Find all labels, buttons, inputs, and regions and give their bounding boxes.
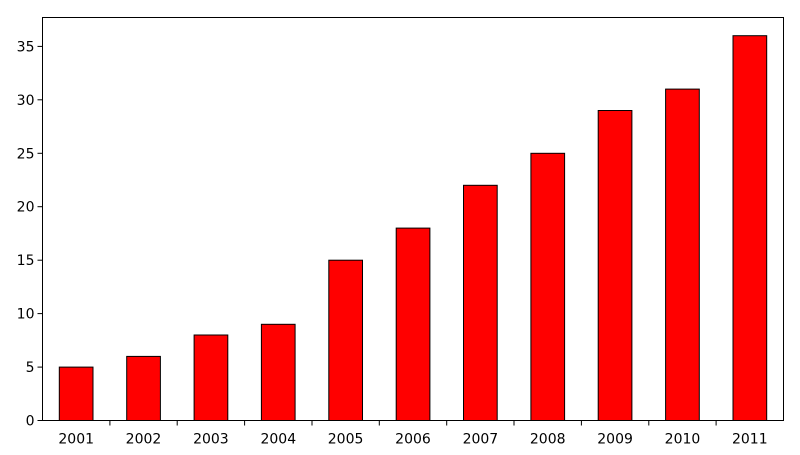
bar-2004: [260, 323, 296, 421]
y-tick-label: 5: [26, 360, 35, 376]
x-axis: 2001 2002 2003 2004 2005 2006 2007 2008 2009 2010…: [58, 420, 768, 448]
axes-group: [42, 17, 784, 421]
y-tick-label: 0: [26, 414, 35, 430]
x-tick-label: 2006: [395, 432, 431, 448]
bar-2001: [58, 366, 94, 422]
y-tick-label: 15: [17, 253, 35, 269]
x-tick-label: 2005: [328, 432, 364, 448]
x-tick-label: 2008: [530, 432, 566, 448]
x-tick-label: 2011: [732, 432, 768, 448]
y-tick-label: 10: [17, 307, 35, 323]
y-axis: 0 5 10 15 20 25 30 35: [17, 39, 43, 430]
bars-group: [58, 35, 768, 422]
bar-2006: [395, 227, 431, 421]
x-tick-label: 2007: [463, 432, 499, 448]
x-tick-label: 2001: [58, 432, 94, 448]
bar-2010: [665, 88, 700, 421]
plot-frame: [42, 17, 784, 421]
bar-2008: [530, 152, 566, 422]
bar-2005: [328, 259, 363, 422]
bar-2002: [126, 355, 161, 421]
y-tick-label: 35: [17, 39, 35, 55]
bar-2003: [193, 334, 229, 421]
x-tick-label: 2009: [597, 432, 633, 448]
bar-2007: [463, 184, 498, 421]
x-tick-label: 2004: [260, 432, 296, 448]
y-tick-label: 20: [17, 200, 35, 216]
x-tick-label: 2002: [126, 432, 162, 448]
y-tick-label: 30: [17, 93, 35, 109]
x-tick-label: 2010: [665, 432, 701, 448]
y-tick-label: 25: [17, 146, 35, 162]
bar-2011: [732, 35, 768, 421]
x-tick-label: 2003: [193, 432, 229, 448]
bar-2009: [597, 110, 633, 421]
